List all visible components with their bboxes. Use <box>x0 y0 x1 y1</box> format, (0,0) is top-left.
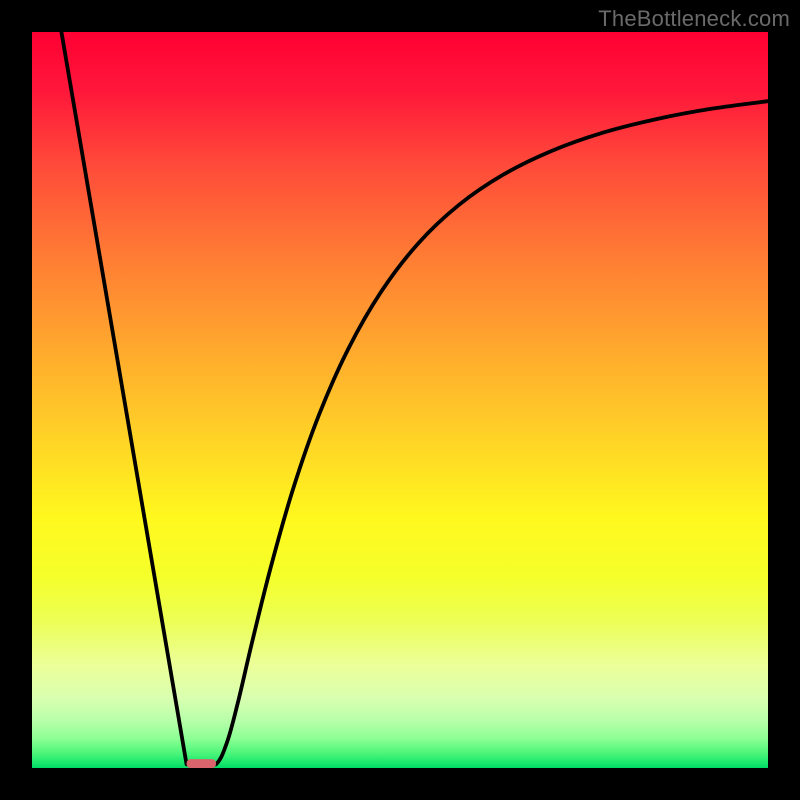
chart-svg <box>0 0 800 800</box>
watermark-text: TheBottleneck.com <box>598 6 790 32</box>
bottleneck-chart: TheBottleneck.com <box>0 0 800 800</box>
